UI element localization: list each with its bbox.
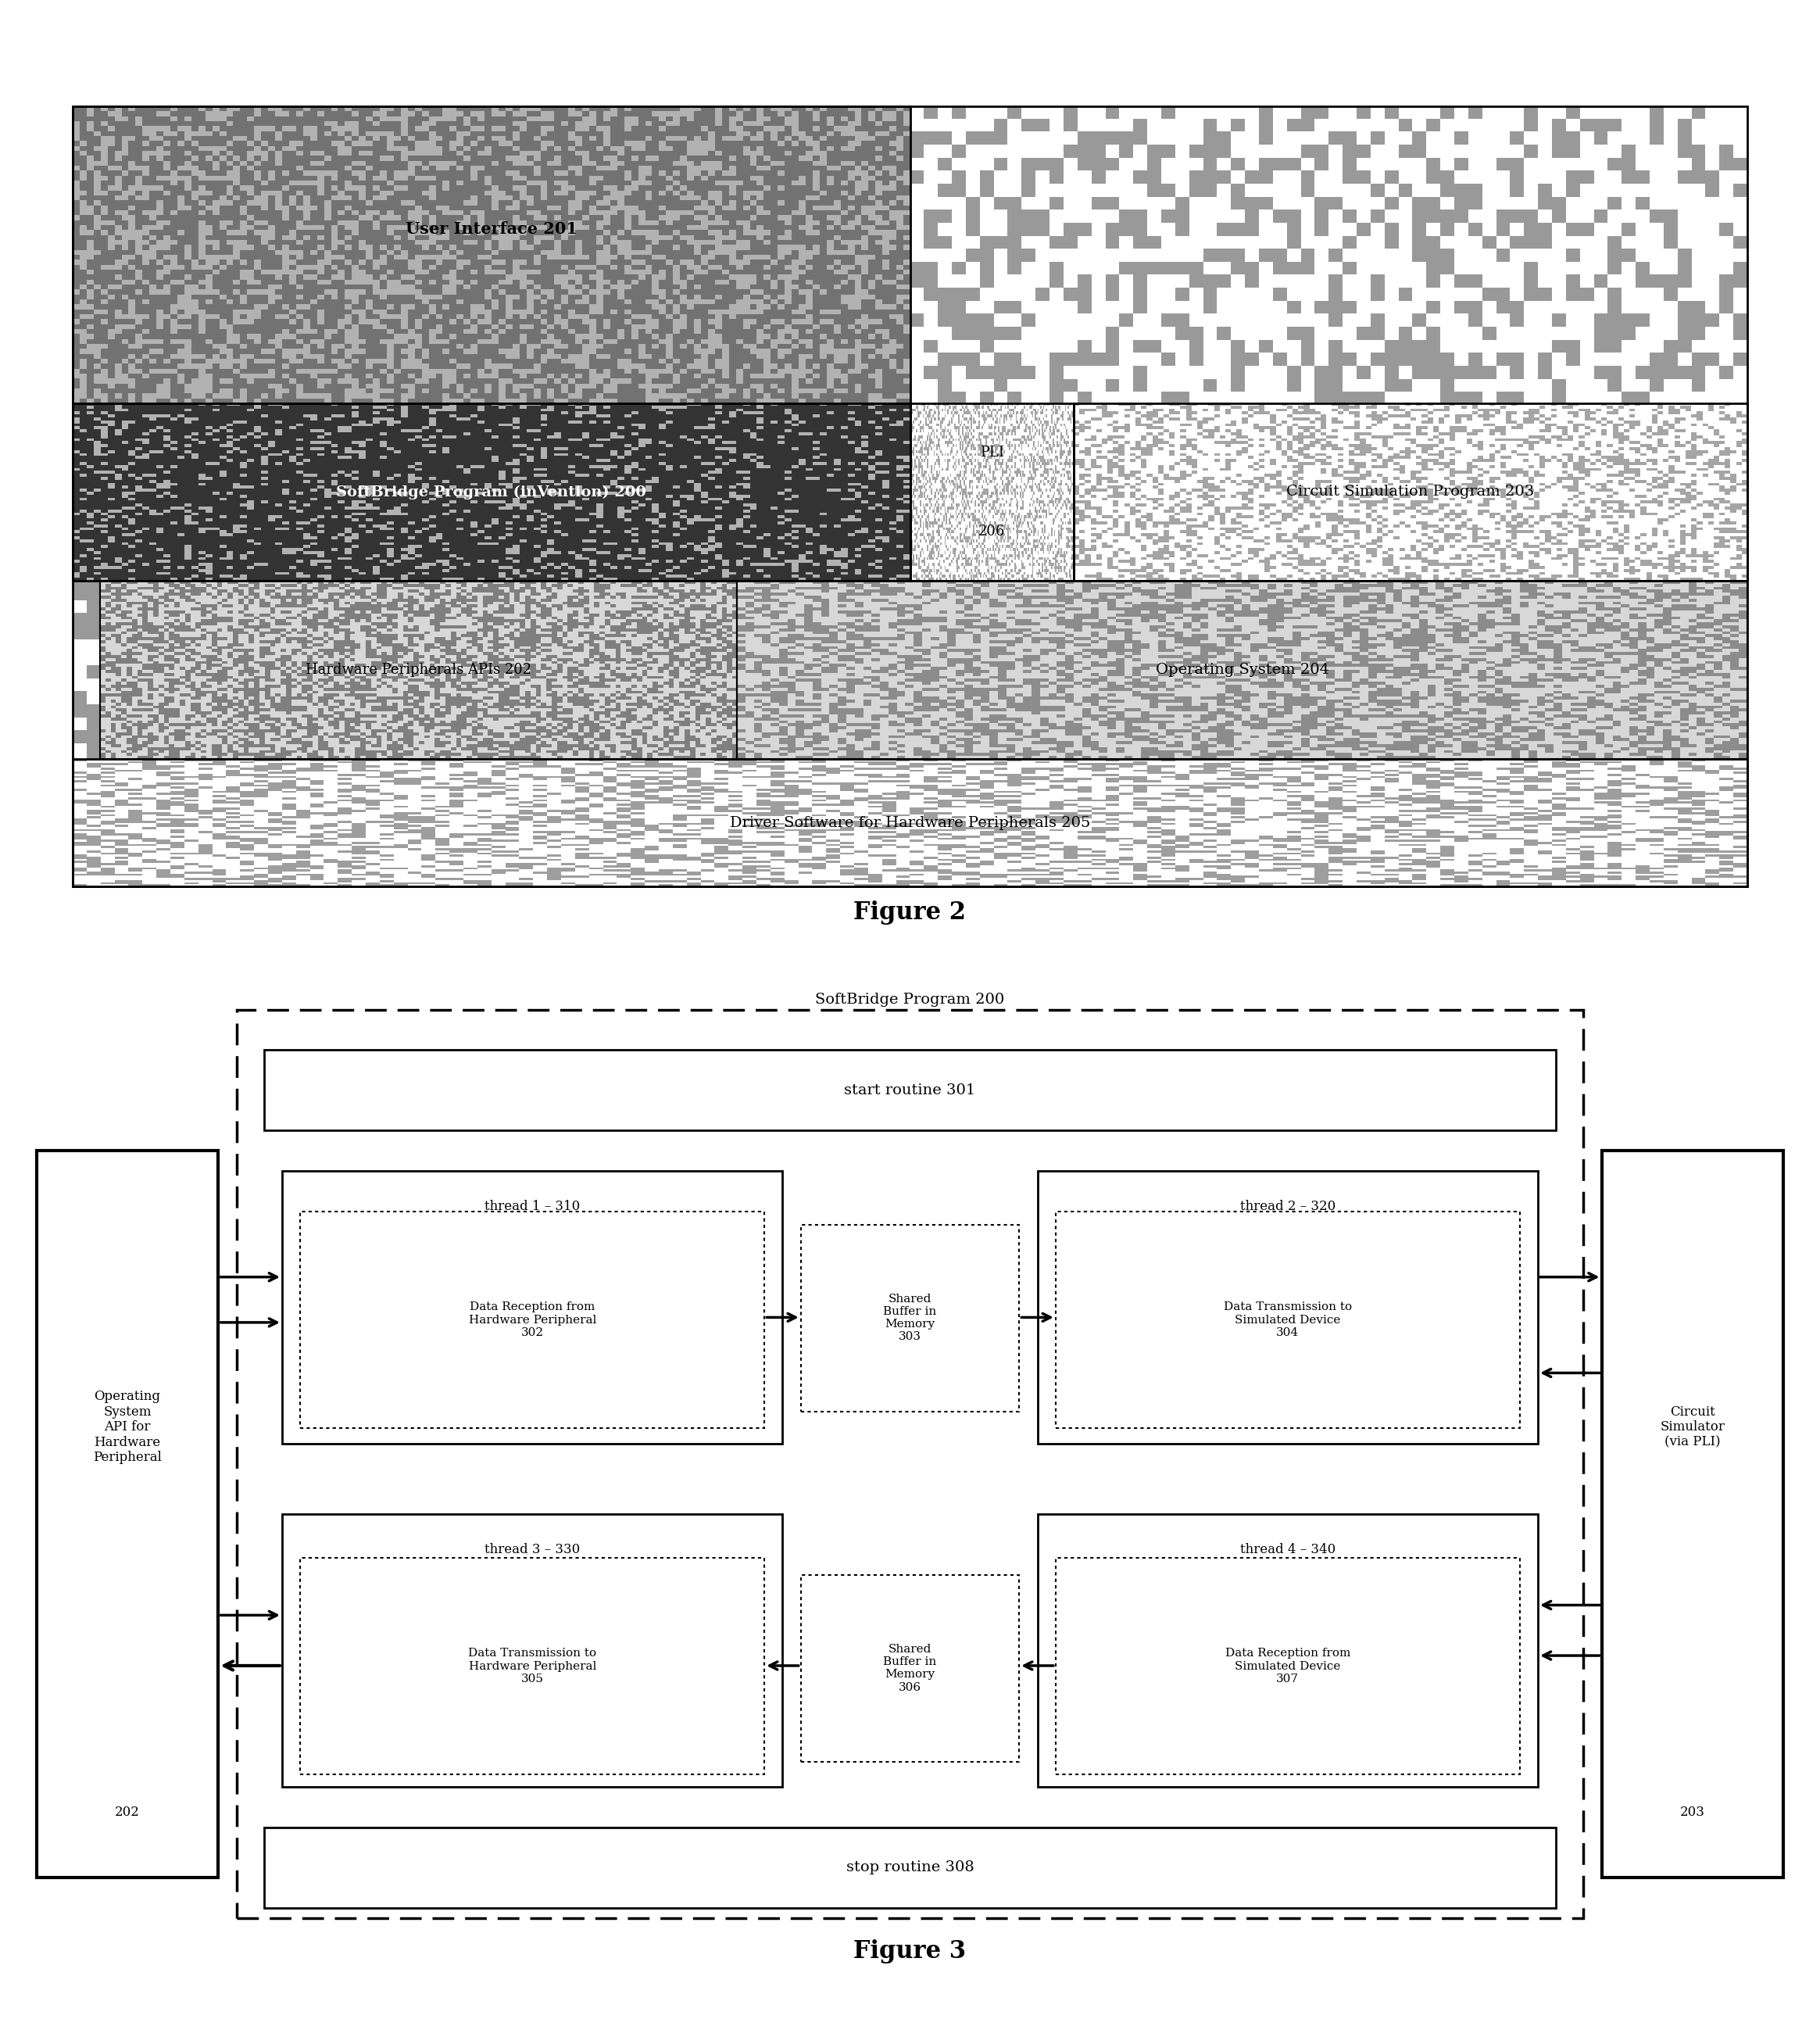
Bar <box>801 1224 1019 1411</box>
Text: Data Transmission to
Hardware Peripheral
305: Data Transmission to Hardware Peripheral… <box>468 1648 597 1684</box>
Bar <box>282 1514 783 1787</box>
Text: Figure 3: Figure 3 <box>854 1938 966 1962</box>
Bar <box>73 107 910 404</box>
Bar <box>801 1575 1019 1761</box>
Bar <box>1037 1514 1538 1787</box>
Text: Figure 2: Figure 2 <box>854 900 966 925</box>
Text: 202: 202 <box>115 1805 140 1819</box>
Text: Data Reception from
Hardware Peripheral
302: Data Reception from Hardware Peripheral … <box>468 1302 597 1339</box>
Bar <box>282 1171 783 1444</box>
Text: thread 2 – 320: thread 2 – 320 <box>1239 1199 1336 1213</box>
Text: stop routine 308: stop routine 308 <box>846 1862 974 1874</box>
Bar <box>264 1050 1556 1131</box>
Bar <box>1074 404 1747 581</box>
Bar <box>73 759 1747 886</box>
Bar <box>100 581 737 759</box>
Text: Circuit Simulation Program 203: Circuit Simulation Program 203 <box>1287 485 1534 499</box>
Text: Driver Software for Hardware Peripherals 205: Driver Software for Hardware Peripherals… <box>730 816 1090 830</box>
Text: start routine 301: start routine 301 <box>844 1084 976 1096</box>
Bar <box>237 1010 1583 1918</box>
Text: 206: 206 <box>979 525 1005 539</box>
Bar <box>1056 1211 1520 1429</box>
Text: thread 4 – 340: thread 4 – 340 <box>1239 1543 1336 1557</box>
Text: Operating System 204: Operating System 204 <box>1156 662 1329 676</box>
Bar <box>1056 1559 1520 1775</box>
Bar <box>73 404 910 581</box>
Text: Operating
System
API for
Hardware
Peripheral: Operating System API for Hardware Periph… <box>93 1389 162 1464</box>
Text: User Interface 201: User Interface 201 <box>406 222 577 236</box>
Bar <box>264 1827 1556 1908</box>
Bar <box>300 1211 764 1429</box>
Text: Shared
Buffer in
Memory
303: Shared Buffer in Memory 303 <box>883 1294 937 1343</box>
Text: Circuit
Simulator
(via PLI): Circuit Simulator (via PLI) <box>1660 1405 1725 1450</box>
Text: Hardware Peripherals APIs 202: Hardware Peripherals APIs 202 <box>306 662 531 676</box>
Bar <box>300 1559 764 1775</box>
Text: Shared
Buffer in
Memory
306: Shared Buffer in Memory 306 <box>883 1643 937 1692</box>
Text: Data Reception from
Simulated Device
307: Data Reception from Simulated Device 307 <box>1225 1648 1350 1684</box>
Text: thread 1 – 310: thread 1 – 310 <box>484 1199 581 1213</box>
Bar <box>737 581 1747 759</box>
Text: SoftBridge Program 200: SoftBridge Program 200 <box>815 993 1005 1005</box>
Bar <box>1602 1151 1784 1878</box>
Bar <box>1037 1171 1538 1444</box>
Text: PLI: PLI <box>979 446 1005 460</box>
Text: Data Transmission to
Simulated Device
304: Data Transmission to Simulated Device 30… <box>1223 1302 1352 1339</box>
Bar <box>910 404 1074 581</box>
Text: SoftBridge Program (inVention) 200: SoftBridge Program (inVention) 200 <box>337 485 646 499</box>
Text: thread 3 – 330: thread 3 – 330 <box>484 1543 581 1557</box>
Bar <box>36 1151 218 1878</box>
Text: 203: 203 <box>1680 1805 1705 1819</box>
